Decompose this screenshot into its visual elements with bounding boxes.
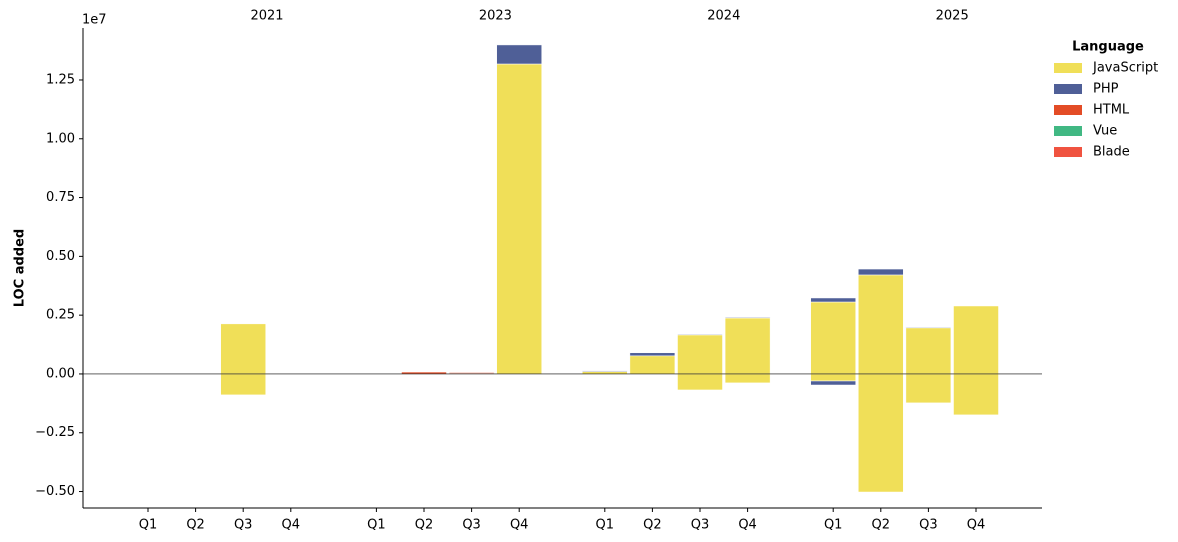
y-tick-label: 0.50 (46, 249, 75, 264)
y-tick-label: −0.50 (35, 484, 75, 499)
bar-segment (724, 317, 771, 375)
x-tick-label: Q2 (872, 518, 891, 533)
bar-segment (496, 44, 542, 65)
bar-segment (810, 301, 856, 375)
bar-segment-negative (724, 373, 771, 384)
group-label: 2023 (479, 9, 512, 24)
bar-segment (629, 355, 676, 375)
y-tick-label: 1.25 (46, 72, 75, 87)
bar-segment-negative (905, 373, 952, 404)
legend-label: PHP (1093, 82, 1119, 97)
bar-segment-negative (810, 380, 856, 386)
x-tick-label: Q1 (824, 518, 843, 533)
bar-segment (220, 323, 266, 375)
legend-swatch (1054, 126, 1082, 136)
x-tick-label: Q4 (510, 518, 529, 533)
bar-segment (858, 274, 904, 375)
bar-segment-negative (858, 373, 904, 493)
group-label: 2021 (250, 9, 283, 24)
x-tick-label: Q2 (643, 518, 662, 533)
x-tick-label: Q4 (967, 518, 986, 533)
bar-segment (582, 371, 628, 375)
bar-segment (905, 327, 952, 375)
legend-label: Blade (1093, 145, 1130, 160)
legend-swatch (1054, 105, 1082, 115)
group-label: 2025 (936, 9, 969, 24)
legend-label: JavaScript (1092, 61, 1158, 76)
x-tick-label: Q2 (186, 518, 205, 533)
bar-segment-negative (810, 373, 856, 382)
x-tick-label: Q3 (234, 518, 253, 533)
bar-segment (448, 372, 495, 374)
y-tick-label: 0.25 (46, 308, 75, 323)
x-tick-label: Q1 (139, 518, 158, 533)
legend-label: Vue (1093, 124, 1117, 139)
y-offset-label: 1e7 (82, 13, 107, 28)
bar-segment-negative (677, 373, 723, 391)
x-tick-label: Q3 (691, 518, 710, 533)
legend-label: HTML (1093, 103, 1130, 118)
bar-segment (677, 333, 723, 336)
x-tick-label: Q4 (738, 518, 757, 533)
bar-segment (858, 268, 904, 276)
legend-title: Language (1072, 40, 1144, 55)
y-tick-label: 0.00 (46, 366, 75, 381)
bar-segment-negative (220, 373, 266, 396)
x-tick-label: Q4 (282, 518, 301, 533)
bar-segment (953, 305, 999, 375)
bar-segment (582, 370, 628, 372)
legend-swatch (1054, 147, 1082, 157)
bar-segment (724, 317, 771, 319)
x-tick-label: Q1 (596, 518, 615, 533)
bar-segment (496, 63, 542, 375)
x-tick-label: Q3 (919, 518, 938, 533)
y-tick-label: 0.75 (46, 190, 75, 205)
bar-segment (677, 334, 723, 375)
x-tick-label: Q1 (367, 518, 386, 533)
bar-segment-negative (953, 373, 999, 416)
y-tick-label: −0.25 (35, 425, 75, 440)
bar-segment (629, 352, 676, 357)
bar-segment (905, 326, 952, 329)
y-tick-label: 1.00 (46, 131, 75, 146)
x-tick-label: Q2 (415, 518, 434, 533)
bar-segment (810, 297, 856, 303)
x-tick-label: Q3 (462, 518, 481, 533)
legend-swatch (1054, 84, 1082, 94)
y-axis-label: LOC added (13, 229, 28, 307)
legend-swatch (1054, 63, 1082, 73)
group-label: 2024 (707, 9, 740, 24)
